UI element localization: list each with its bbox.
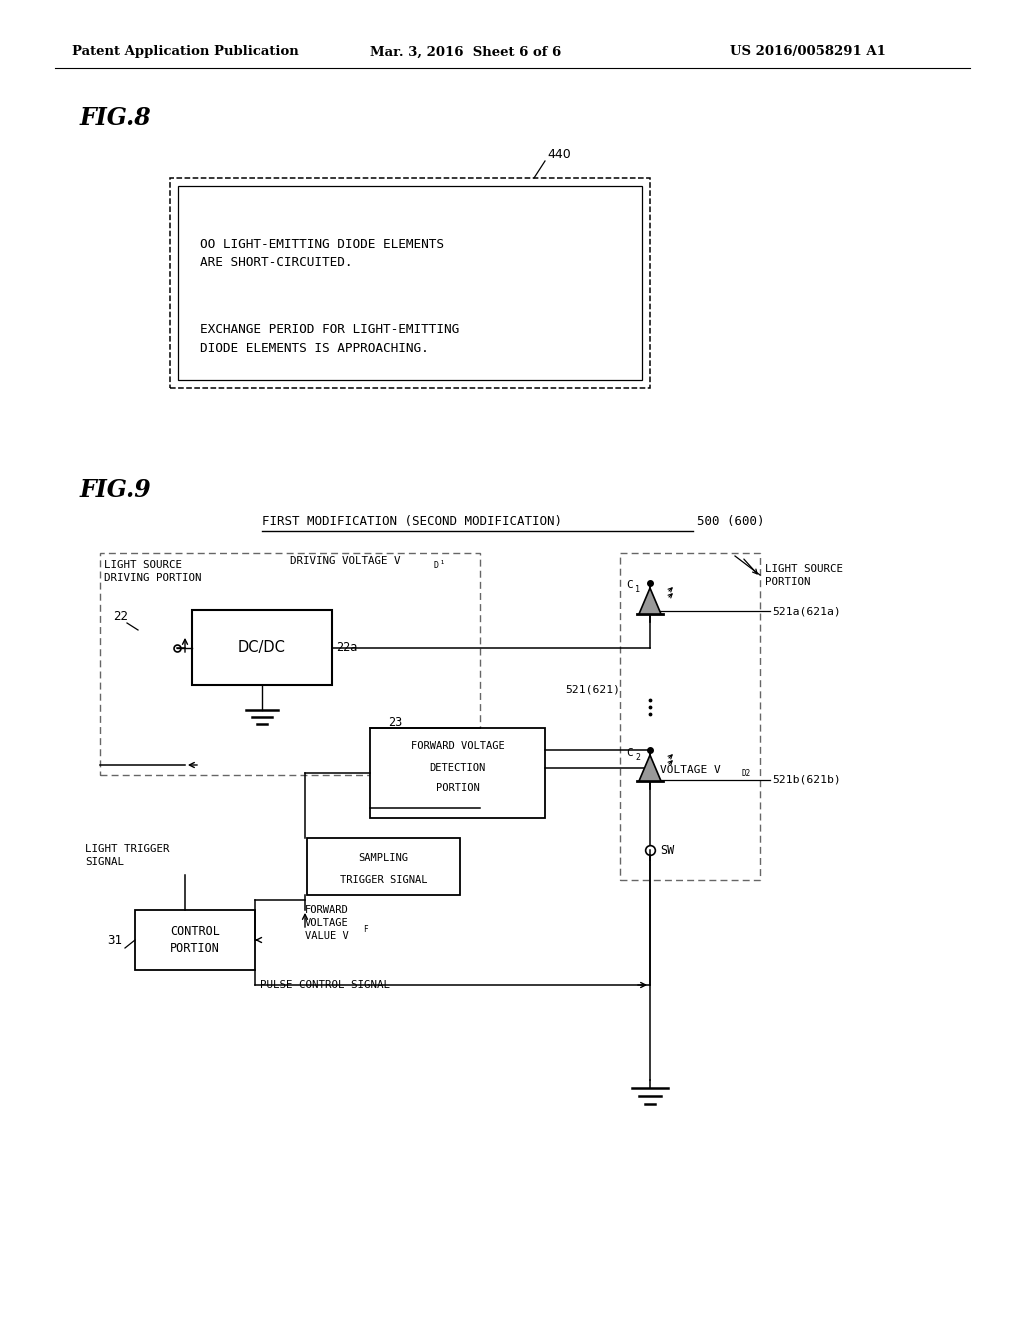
Polygon shape <box>639 587 662 614</box>
Text: 521(621): 521(621) <box>565 685 620 696</box>
Text: D2: D2 <box>741 770 751 779</box>
Text: DRIVING VOLTAGE V: DRIVING VOLTAGE V <box>290 556 400 566</box>
Bar <box>193 610 332 685</box>
Text: 22: 22 <box>113 610 128 623</box>
Text: 23: 23 <box>388 717 402 730</box>
Text: CONTROL
PORTION: CONTROL PORTION <box>170 925 220 954</box>
Text: EXCHANGE PERIOD FOR LIGHT-EMITTING
DIODE ELEMENTS IS APPROACHING.: EXCHANGE PERIOD FOR LIGHT-EMITTING DIODE… <box>200 323 459 355</box>
Text: 31: 31 <box>106 933 122 946</box>
Text: FORWARD VOLTAGE: FORWARD VOLTAGE <box>411 741 505 751</box>
Text: F: F <box>362 925 368 935</box>
Text: US 2016/0058291 A1: US 2016/0058291 A1 <box>730 45 886 58</box>
Text: LIGHT SOURCE
PORTION: LIGHT SOURCE PORTION <box>765 564 843 587</box>
Text: SAMPLING: SAMPLING <box>358 853 409 863</box>
Text: 22a: 22a <box>336 642 357 653</box>
Text: 440: 440 <box>547 149 570 161</box>
Text: 1: 1 <box>635 585 640 594</box>
Text: PORTION: PORTION <box>435 783 479 793</box>
Text: C: C <box>626 748 633 758</box>
Bar <box>178 186 642 380</box>
Text: TRIGGER SIGNAL: TRIGGER SIGNAL <box>340 875 427 884</box>
Bar <box>170 178 650 388</box>
Text: FIG.9: FIG.9 <box>80 478 152 502</box>
Text: SW: SW <box>660 843 674 857</box>
Text: LIGHT SOURCE
DRIVING PORTION: LIGHT SOURCE DRIVING PORTION <box>104 560 202 583</box>
Bar <box>135 909 255 970</box>
Bar <box>370 729 545 818</box>
Bar <box>307 838 460 895</box>
Text: PULSE CONTROL SIGNAL: PULSE CONTROL SIGNAL <box>260 979 390 990</box>
Text: DETECTION: DETECTION <box>429 763 485 774</box>
Text: DC/DC: DC/DC <box>238 640 286 655</box>
Text: LIGHT TRIGGER
SIGNAL: LIGHT TRIGGER SIGNAL <box>85 843 170 867</box>
Bar <box>620 553 760 880</box>
Text: 521b(621b): 521b(621b) <box>772 775 841 785</box>
Text: Mar. 3, 2016  Sheet 6 of 6: Mar. 3, 2016 Sheet 6 of 6 <box>370 45 561 58</box>
Text: OO LIGHT-EMITTING DIODE ELEMENTS
ARE SHORT-CIRCUITED.: OO LIGHT-EMITTING DIODE ELEMENTS ARE SHO… <box>200 238 444 269</box>
Text: C: C <box>626 579 633 590</box>
Text: Patent Application Publication: Patent Application Publication <box>72 45 299 58</box>
Text: D: D <box>433 561 438 569</box>
Text: FIG.8: FIG.8 <box>80 106 152 129</box>
Text: ₁: ₁ <box>440 557 445 565</box>
Text: 2: 2 <box>635 752 640 762</box>
Text: FORWARD
VOLTAGE
VALUE V: FORWARD VOLTAGE VALUE V <box>305 906 349 941</box>
Bar <box>100 553 480 775</box>
Text: FIRST MODIFICATION (SECOND MODIFICATION): FIRST MODIFICATION (SECOND MODIFICATION) <box>262 516 562 528</box>
Text: VOLTAGE V: VOLTAGE V <box>660 766 721 775</box>
Text: 521a(621a): 521a(621a) <box>772 606 841 616</box>
Text: 500 (600): 500 (600) <box>697 516 765 528</box>
Polygon shape <box>639 755 662 781</box>
